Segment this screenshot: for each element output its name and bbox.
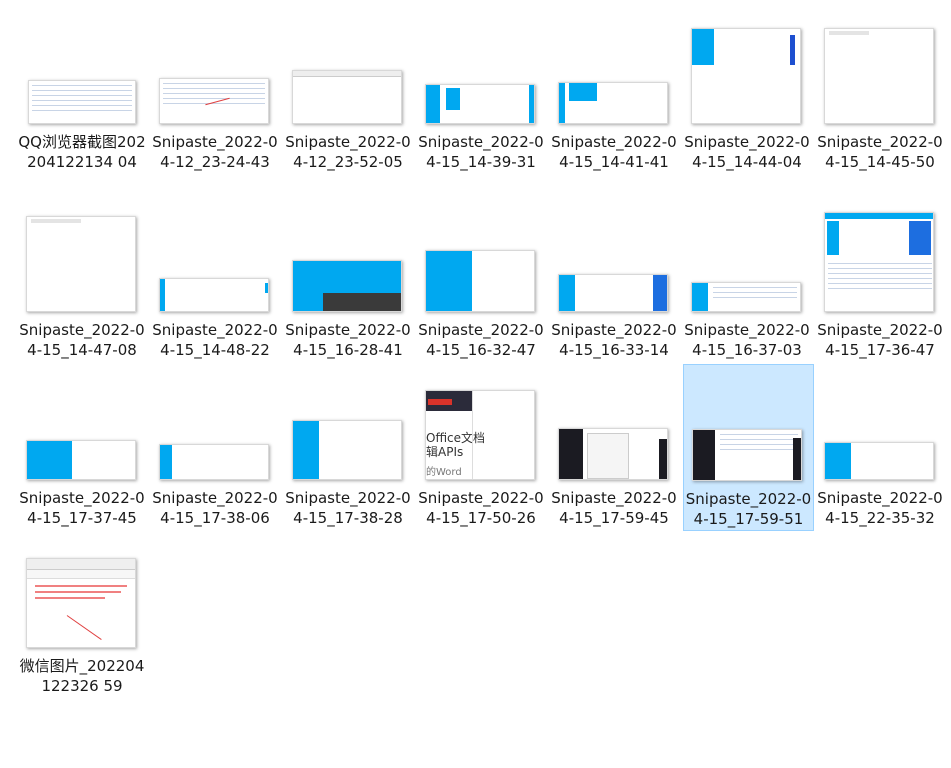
thumbnail [691,282,801,312]
file-item[interactable]: Snipaste_2022-04-15_17-59-45 [550,356,678,527]
file-name: Snipaste_2022-04-15_17-59-51 [685,490,812,528]
file-name: Snipaste_2022-04-15_14-47-08 [19,321,145,359]
file-name: Snipaste_2022-04-15_22-35-32 [817,489,943,527]
thumbnail [26,558,136,648]
file-name: Snipaste_2022-04-15_16-28-41 [285,321,411,359]
file-item[interactable]: Snipaste_2022-04-15_14-44-04 [683,0,811,210]
thumbnail [292,420,402,480]
file-item[interactable]: Snipaste_2022-04-12_23-24-43 [151,0,279,210]
file-name: Snipaste_2022-04-15_14-44-04 [684,133,810,171]
thumbnail [26,216,136,312]
file-name: Snipaste_2022-04-15_14-41-41 [551,133,677,171]
file-name: Snipaste_2022-04-15_17-38-06 [152,489,278,527]
file-name: Snipaste_2022-04-15_14-45-50 [817,133,943,171]
file-name: Snipaste_2022-04-15_17-36-47 [817,321,943,359]
file-item[interactable]: Office文档 辑APIs 的Word Snipaste_2022-04-15… [417,356,545,527]
file-item[interactable]: Snipaste_2022-04-15_14-45-50 [816,0,944,210]
thumbnail [26,440,136,480]
file-item[interactable]: Snipaste_2022-04-15_17-38-06 [151,356,279,527]
thumbnail [159,278,269,312]
file-item[interactable]: Snipaste_2022-04-15_14-41-41 [550,0,678,210]
thumbnail [692,429,802,481]
thumbnail [558,274,668,312]
thumbnail [159,78,269,124]
file-name: Snipaste_2022-04-15_16-32-47 [418,321,544,359]
thumbnail [159,444,269,480]
file-item[interactable]: QQ浏览器截图202204122134 04 [18,0,146,210]
file-name: Snipaste_2022-04-15_16-33-14 [551,321,677,359]
file-item[interactable]: Snipaste_2022-04-15_22-35-32 [816,356,944,527]
file-name: Snipaste_2022-04-12_23-24-43 [152,133,278,171]
file-item[interactable]: Snipaste_2022-04-15_16-32-47 [417,188,545,368]
file-item[interactable]: Snipaste_2022-04-15_17-37-45 [18,356,146,527]
file-item[interactable]: Snipaste_2022-04-15_17-38-28 [284,356,412,527]
thumbnail [824,212,934,312]
file-name: 微信图片_202204122326 59 [19,657,145,695]
file-name: Snipaste_2022-04-15_14-39-31 [418,133,544,171]
file-name: QQ浏览器截图202204122134 04 [18,133,146,171]
thumbnail: Office文档 辑APIs 的Word [425,390,535,480]
thumbnail [292,260,402,312]
file-item[interactable]: Snipaste_2022-04-12_23-52-05 [284,0,412,210]
thumbnail [28,80,136,124]
thumbnail [824,442,934,480]
file-item[interactable]: Snipaste_2022-04-15_17-36-47 [816,188,944,368]
thumbnail [292,70,402,124]
file-item[interactable]: Snipaste_2022-04-15_14-39-31 [417,0,545,210]
file-item[interactable]: Snipaste_2022-04-15_16-33-14 [550,188,678,368]
file-item[interactable]: Snipaste_2022-04-15_14-47-08 [18,188,146,368]
thumbnail [558,82,668,124]
file-item[interactable]: Snipaste_2022-04-15_16-28-41 [284,188,412,368]
file-name: Snipaste_2022-04-12_23-52-05 [285,133,411,171]
thumbnail [425,84,535,124]
thumbnail [824,28,934,124]
file-item[interactable]: Snipaste_2022-04-15_16-37-03 [683,188,811,368]
file-item[interactable]: Snipaste_2022-04-15_14-48-22 [151,188,279,368]
thumbnail-text: Office文档 [426,431,486,445]
file-name: Snipaste_2022-04-15_17-59-45 [551,489,677,527]
thumbnail-text: 辑APIs [426,445,464,459]
thumbnail [558,428,668,480]
thumbnail-text: 的Word [426,467,462,478]
thumbnail [425,250,535,312]
file-name: Snipaste_2022-04-15_14-48-22 [152,321,278,359]
file-name: Snipaste_2022-04-15_17-37-45 [19,489,145,527]
thumbnail [691,28,801,124]
file-item[interactable]: Snipaste_2022-04-15_17-59-51 [683,364,814,531]
file-item[interactable]: 微信图片_202204122326 59 [18,524,146,724]
file-name: Snipaste_2022-04-15_17-38-28 [285,489,411,527]
file-name: Snipaste_2022-04-15_17-50-26 [418,489,544,527]
file-name: Snipaste_2022-04-15_16-37-03 [684,321,810,359]
